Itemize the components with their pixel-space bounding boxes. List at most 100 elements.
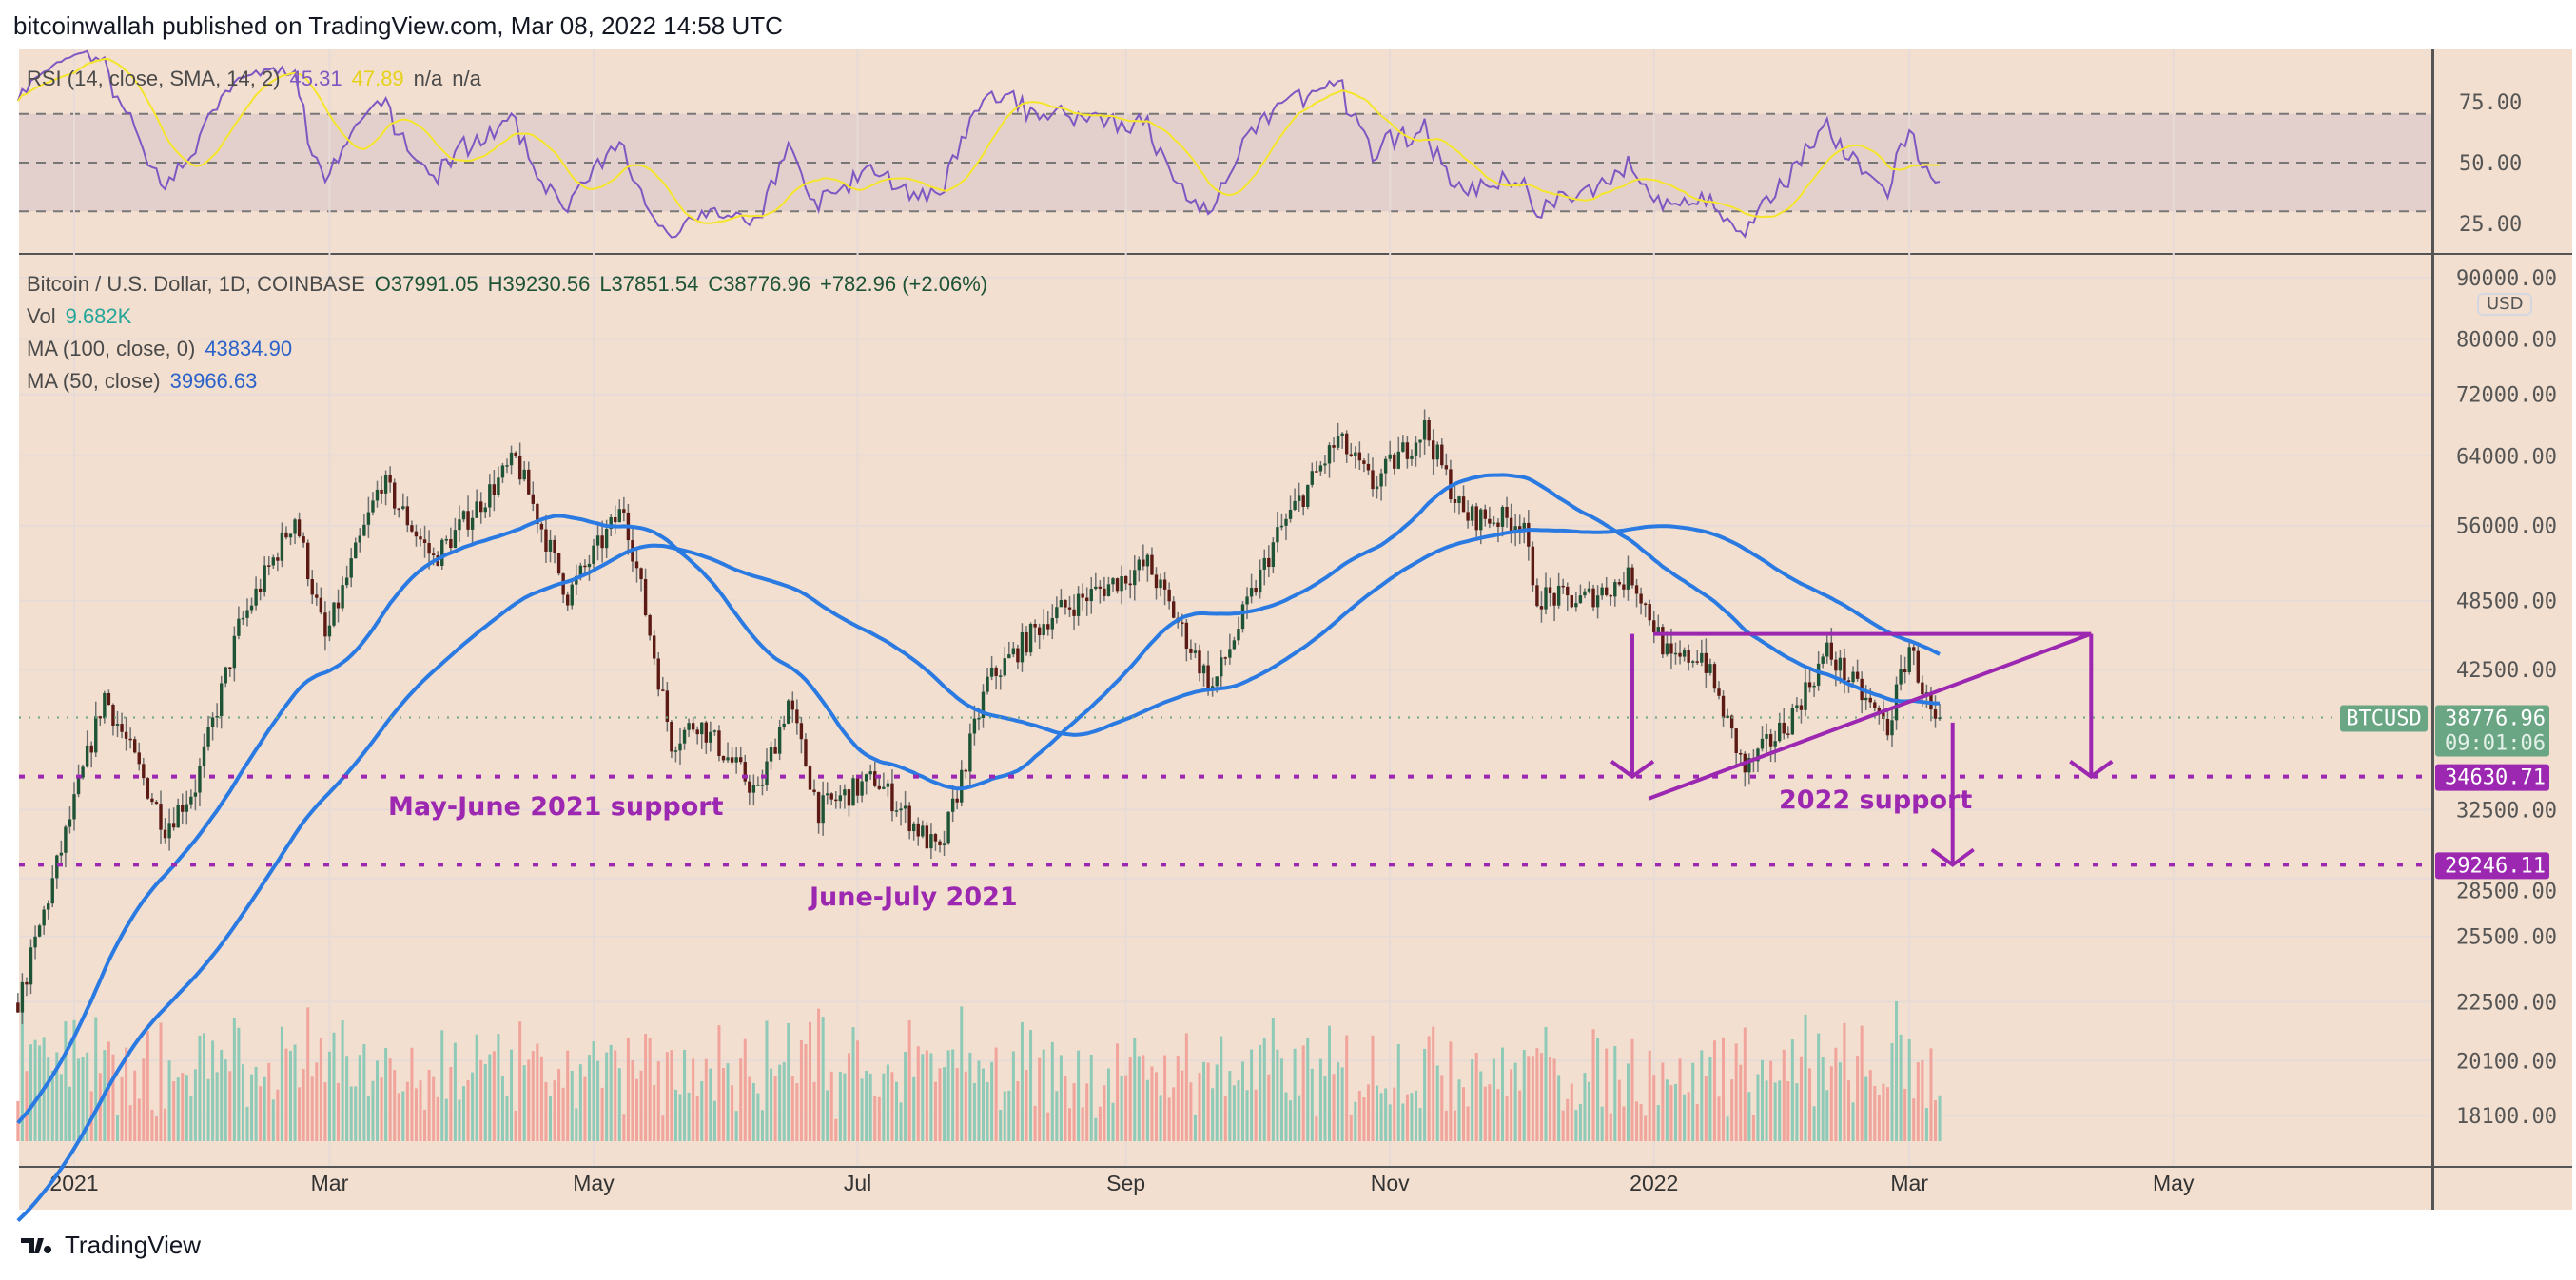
tradingview-logo[interactable]: TradingView xyxy=(19,1231,201,1260)
candle-body xyxy=(1851,671,1855,683)
volume-bar xyxy=(1215,1064,1219,1141)
candle-body xyxy=(1201,665,1206,674)
candle xyxy=(68,806,72,834)
candle-body xyxy=(868,771,872,775)
candle xyxy=(570,580,574,610)
volume-bar xyxy=(1150,1066,1154,1141)
volume-bar xyxy=(829,1071,833,1141)
candle-body xyxy=(1145,554,1150,567)
volume-bar xyxy=(1712,1040,1716,1141)
candle xyxy=(743,754,747,786)
candle xyxy=(834,791,838,809)
candle xyxy=(1133,555,1137,601)
volume-bar xyxy=(929,1053,933,1141)
volume-bar xyxy=(1630,1038,1634,1141)
volume-bar xyxy=(531,1051,535,1141)
candle-body xyxy=(1422,420,1427,440)
volume-bar xyxy=(877,1096,881,1141)
volume-bar xyxy=(1479,1071,1483,1141)
volume-bar xyxy=(790,1076,794,1141)
volume-bar xyxy=(977,1060,981,1141)
volume-bar xyxy=(128,1105,132,1141)
candle xyxy=(1695,650,1699,665)
volume-bar xyxy=(1644,1115,1648,1141)
candle xyxy=(1678,640,1682,665)
volume-bar xyxy=(782,1062,786,1141)
volume-bar xyxy=(1457,1079,1461,1141)
volume-bar xyxy=(466,1080,470,1141)
candle xyxy=(777,719,782,761)
volume-bar xyxy=(734,1111,738,1141)
volume-bar xyxy=(687,1092,691,1141)
currency-button[interactable]: USD xyxy=(2477,293,2533,316)
candle xyxy=(1812,682,1816,697)
volume-bar xyxy=(518,1021,522,1141)
candle xyxy=(903,790,907,824)
candle xyxy=(358,528,361,553)
candle-body xyxy=(1215,676,1219,687)
volume-bar xyxy=(1318,1058,1322,1141)
volume-bar xyxy=(1376,1085,1379,1141)
volume-bar xyxy=(72,1019,76,1141)
candle-body xyxy=(1708,664,1712,673)
candle-body xyxy=(293,519,297,534)
volume-bar xyxy=(644,1034,648,1141)
candle xyxy=(401,493,405,511)
candle-body xyxy=(617,509,621,523)
ma100-line xyxy=(16,524,1941,1223)
candle-body xyxy=(1111,578,1115,585)
candle-body xyxy=(1929,692,1933,710)
candle-body xyxy=(743,762,747,782)
volume-bar xyxy=(1172,1087,1176,1141)
volume-bar xyxy=(982,1068,985,1141)
candle xyxy=(1505,496,1509,528)
candle xyxy=(500,462,505,484)
candle-body xyxy=(600,535,604,549)
candle xyxy=(1691,660,1695,668)
volume-bar xyxy=(1396,1043,1400,1141)
candle-body xyxy=(986,676,989,692)
volume-bar xyxy=(843,1073,847,1141)
volume-bar xyxy=(1038,1057,1042,1141)
candle-body xyxy=(1479,509,1483,531)
candle xyxy=(181,793,185,824)
candle xyxy=(855,777,860,804)
candle-body xyxy=(128,738,132,741)
candle xyxy=(1938,703,1942,721)
volume-bar xyxy=(812,1081,816,1141)
candle-body xyxy=(1578,595,1583,604)
chart-frame[interactable] xyxy=(19,49,2572,1210)
candle xyxy=(1232,636,1237,651)
candle xyxy=(1786,726,1790,739)
volume-bar xyxy=(319,1038,322,1141)
candle xyxy=(1768,728,1773,763)
candle xyxy=(514,451,517,459)
candle xyxy=(1773,730,1777,763)
volume-bar xyxy=(397,1093,400,1141)
volume-bar xyxy=(440,1030,444,1141)
candle xyxy=(760,769,765,796)
candle xyxy=(1743,751,1747,787)
price-tick-label: 56000.00 xyxy=(2456,515,2557,539)
candle xyxy=(886,779,890,797)
candle-body xyxy=(748,781,751,793)
candle-body xyxy=(1617,582,1622,585)
candle xyxy=(1111,577,1115,592)
price-tick-label: 48500.00 xyxy=(2456,591,2557,614)
volume-bar xyxy=(1765,1080,1768,1141)
candle-body xyxy=(1786,733,1790,735)
volume-bar xyxy=(838,1071,842,1141)
volume-bar xyxy=(462,1086,465,1141)
volume-bar xyxy=(50,1070,54,1141)
countdown-value: 09:01:06 xyxy=(2445,731,2546,755)
candle xyxy=(1162,572,1167,606)
candle-body xyxy=(566,594,570,606)
volume-bar xyxy=(1241,1061,1244,1141)
candle xyxy=(687,718,691,737)
volume-bar xyxy=(1016,1080,1020,1141)
candle xyxy=(1223,656,1227,666)
rsi-tick-label: 75.00 xyxy=(2459,91,2522,115)
symbol-label[interactable]: Bitcoin / U.S. Dollar, 1D, COINBASE xyxy=(27,272,365,296)
candle xyxy=(202,733,206,778)
